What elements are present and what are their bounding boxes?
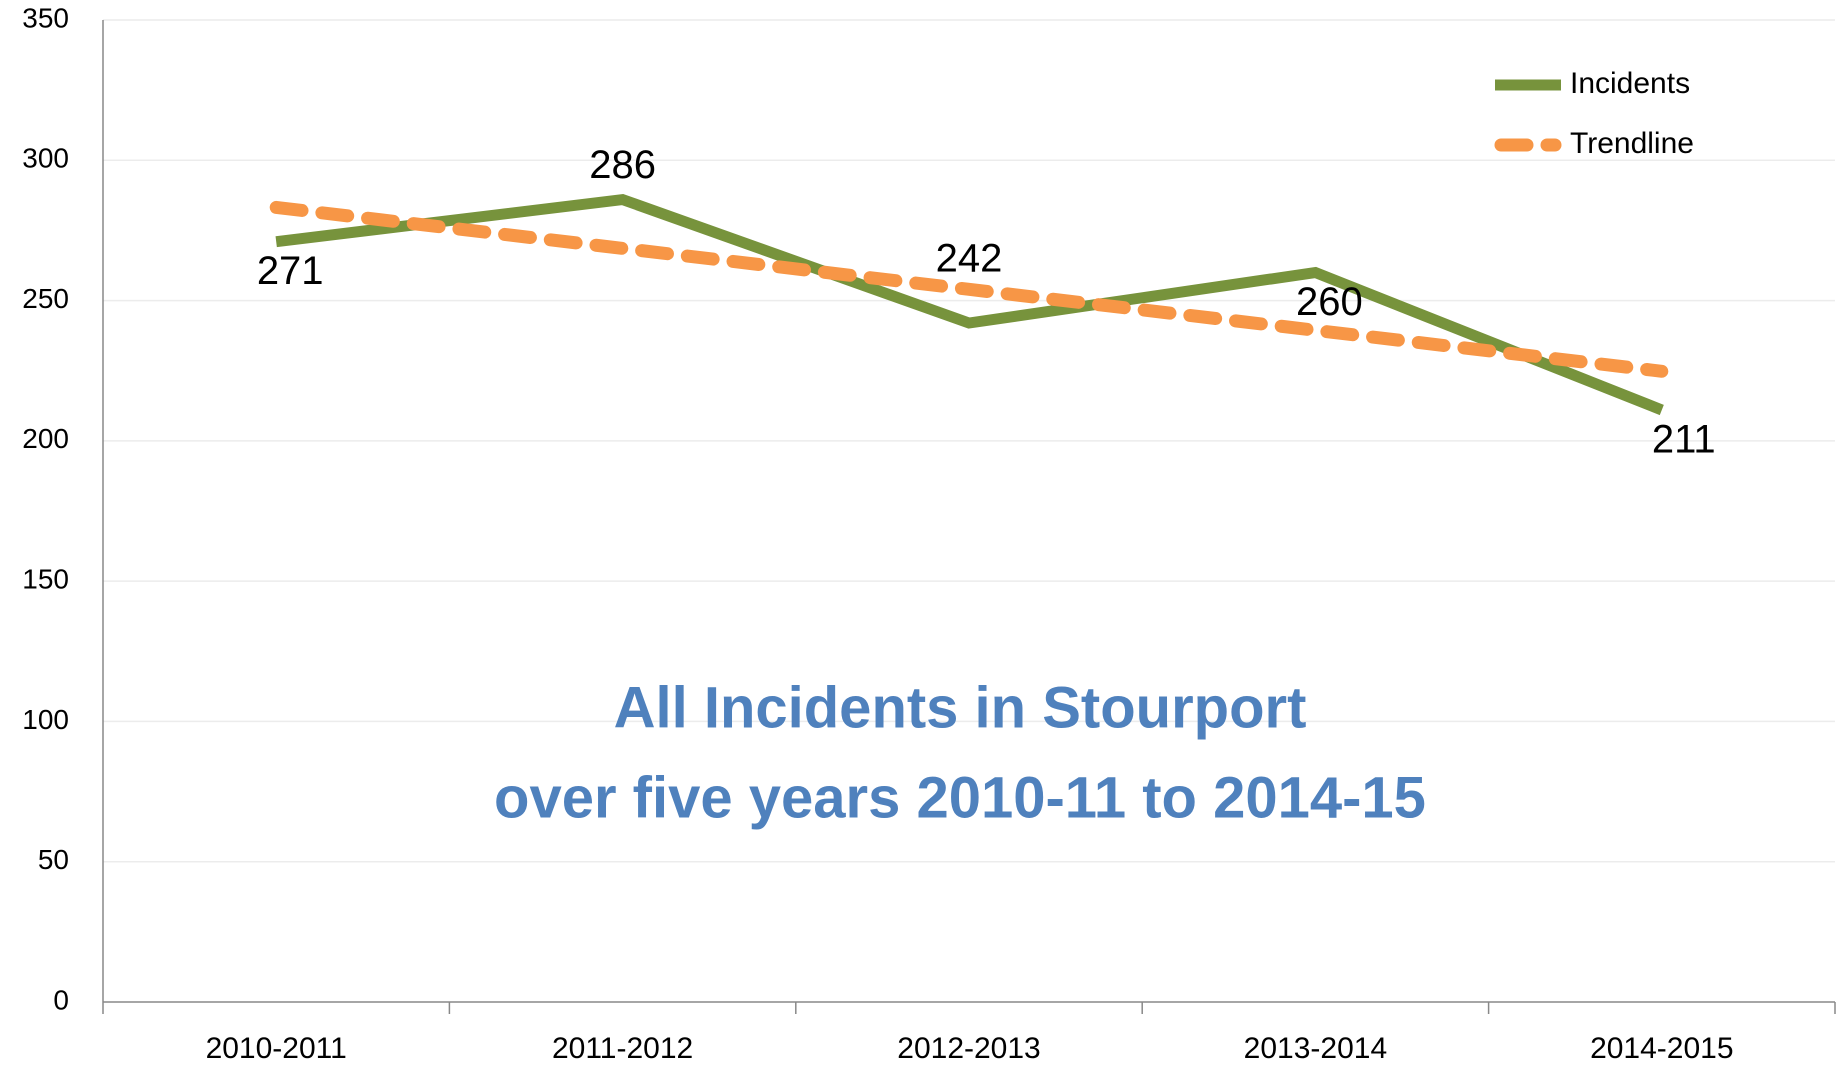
legend-label: Incidents <box>1570 67 1690 100</box>
y-tick-label: 200 <box>22 423 69 454</box>
y-tick-label: 150 <box>22 564 69 595</box>
y-tick-label: 100 <box>22 704 69 735</box>
x-tick-label: 2013-2014 <box>1244 1032 1387 1065</box>
legend-label: Trendline <box>1570 127 1694 160</box>
data-label: 211 <box>1652 418 1716 462</box>
data-label: 260 <box>1296 280 1363 324</box>
data-label: 242 <box>936 237 1003 281</box>
trendline <box>269 200 1669 378</box>
y-tick-label: 50 <box>38 844 69 875</box>
x-tick-label: 2012-2013 <box>897 1032 1040 1065</box>
y-tick-label: 300 <box>22 143 69 174</box>
data-label: 271 <box>257 249 324 293</box>
chart-title: All Incidents in Stourport <box>614 675 1307 740</box>
x-tick-label: 2011-2012 <box>552 1032 693 1065</box>
data-label: 286 <box>589 143 656 187</box>
y-tick-label: 350 <box>22 2 69 33</box>
chart-title: over five years 2010-11 to 2014-15 <box>494 765 1426 830</box>
y-tick-label: 0 <box>53 984 69 1015</box>
series-line <box>275 193 1664 416</box>
x-tick-label: 2014-2015 <box>1590 1032 1733 1065</box>
y-tick-label: 250 <box>22 283 69 314</box>
x-tick-label: 2010-2011 <box>206 1032 347 1065</box>
